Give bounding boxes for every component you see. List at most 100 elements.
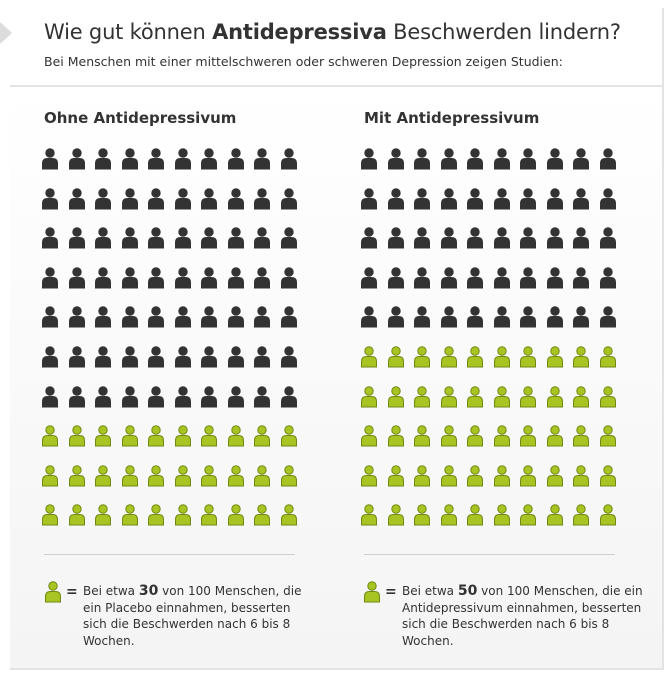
improved-person-icon	[280, 465, 297, 487]
not-improved-person-icon	[174, 346, 191, 368]
improved-person-icon	[68, 425, 85, 447]
improved-person-icon	[493, 465, 510, 487]
not-improved-person-icon	[414, 187, 430, 210]
improved-person-icon	[280, 425, 297, 447]
improved-person-icon	[520, 425, 536, 447]
improved-person-icon	[467, 425, 483, 447]
improved-person-icon	[361, 425, 377, 447]
improved-person-icon	[42, 465, 58, 487]
not-improved-person-icon	[227, 227, 244, 249]
panel-title-without: Ohne Antidepressivum	[44, 109, 237, 127]
not-improved-person-icon	[573, 306, 589, 328]
improved-person-icon	[254, 425, 270, 447]
not-improved-person-icon	[174, 306, 191, 328]
page-title: Wie gut können Antidepressiva Beschwerde…	[44, 18, 621, 46]
not-improved-person-icon	[520, 227, 536, 249]
improved-person-icon	[414, 346, 430, 368]
improved-person-icon	[573, 385, 589, 408]
not-improved-person-icon	[520, 306, 536, 328]
not-improved-person-icon	[414, 306, 430, 328]
improved-person-icon	[493, 425, 510, 447]
improved-person-icon	[280, 504, 297, 526]
improved-person-icon	[573, 425, 589, 447]
not-improved-person-icon	[121, 306, 138, 328]
not-improved-person-icon	[148, 148, 164, 170]
not-improved-person-icon	[201, 306, 217, 328]
not-improved-person-icon	[95, 187, 111, 210]
not-improved-person-icon	[95, 227, 111, 249]
not-improved-person-icon	[95, 385, 111, 408]
improved-person-icon	[387, 465, 404, 487]
not-improved-person-icon	[599, 148, 616, 170]
improved-person-icon	[599, 385, 616, 408]
not-improved-person-icon	[520, 267, 536, 289]
legend-number: 50	[457, 583, 478, 599]
not-improved-person-icon	[201, 187, 217, 210]
not-improved-person-icon	[42, 385, 58, 408]
improved-person-icon	[387, 425, 404, 447]
improved-person-icon	[414, 385, 430, 408]
not-improved-person-icon	[201, 385, 217, 408]
improved-person-icon	[467, 504, 483, 526]
not-improved-person-icon	[254, 346, 270, 368]
not-improved-person-icon	[361, 187, 377, 210]
improved-person-icon	[201, 425, 217, 447]
not-improved-person-icon	[174, 267, 191, 289]
improved-person-icon	[174, 465, 191, 487]
not-improved-person-icon	[387, 187, 404, 210]
improved-person-icon	[546, 385, 563, 408]
not-improved-person-icon	[493, 227, 510, 249]
not-improved-person-icon	[361, 306, 377, 328]
not-improved-person-icon	[42, 306, 58, 328]
improved-person-icon	[520, 385, 536, 408]
improved-person-icon	[520, 465, 536, 487]
improved-person-icon	[599, 425, 616, 447]
not-improved-person-icon	[599, 227, 616, 249]
improved-person-icon	[387, 504, 404, 526]
not-improved-person-icon	[361, 267, 377, 289]
people-grid-with	[360, 148, 625, 533]
improved-person-icon	[414, 425, 430, 447]
improved-person-icon	[361, 346, 377, 368]
not-improved-person-icon	[227, 267, 244, 289]
not-improved-person-icon	[280, 306, 297, 328]
not-improved-person-icon	[227, 187, 244, 210]
not-improved-person-icon	[148, 306, 164, 328]
not-improved-person-icon	[573, 148, 589, 170]
not-improved-person-icon	[387, 306, 404, 328]
not-improved-person-icon	[148, 227, 164, 249]
not-improved-person-icon	[68, 385, 85, 408]
improved-person-icon	[227, 504, 244, 526]
not-improved-person-icon	[387, 148, 404, 170]
legend-text-start: Bei etwa	[402, 584, 458, 598]
not-improved-person-icon	[280, 346, 297, 368]
legend-equals-without: =	[66, 584, 78, 600]
not-improved-person-icon	[546, 267, 563, 289]
improved-person-icon	[387, 385, 404, 408]
not-improved-person-icon	[493, 148, 510, 170]
not-improved-person-icon	[227, 346, 244, 368]
not-improved-person-icon	[95, 148, 111, 170]
improved-person-icon	[440, 504, 457, 526]
not-improved-person-icon	[68, 346, 85, 368]
title-text-start: Wie gut können	[44, 20, 213, 44]
improved-person-icon	[174, 425, 191, 447]
not-improved-person-icon	[414, 267, 430, 289]
not-improved-person-icon	[68, 267, 85, 289]
improved-person-icon	[42, 425, 58, 447]
improved-person-icon	[254, 465, 270, 487]
improved-person-icon	[148, 465, 164, 487]
improved-person-icon	[361, 385, 377, 408]
not-improved-person-icon	[68, 148, 85, 170]
improved-person-icon	[493, 346, 510, 368]
not-improved-person-icon	[599, 306, 616, 328]
improved-person-icon	[254, 504, 270, 526]
improved-person-icon	[414, 465, 430, 487]
improved-person-icon	[121, 425, 138, 447]
panel-title-with: Mit Antidepressivum	[364, 109, 540, 127]
not-improved-person-icon	[121, 385, 138, 408]
not-improved-person-icon	[95, 267, 111, 289]
improved-person-icon	[546, 425, 563, 447]
improved-person-icon	[573, 465, 589, 487]
legend-person-icon-with	[364, 581, 380, 603]
